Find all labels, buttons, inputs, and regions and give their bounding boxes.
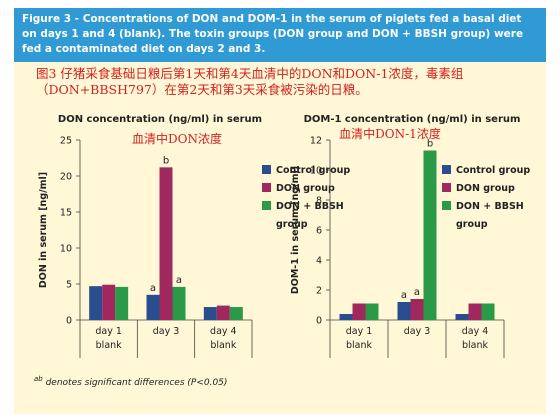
y-tick-label: 8 — [316, 196, 322, 207]
category-label: day 1 — [95, 326, 122, 337]
bar — [468, 303, 482, 320]
category-label: day 1 — [346, 326, 373, 337]
significance-label: a — [414, 287, 420, 298]
caption-bar: Figure 3 - Concentrations of DON and DOM… — [14, 8, 546, 62]
y-tick-label: 6 — [316, 226, 322, 237]
chart-2: DOM-1 concentration (ng/ml) in serum血清中D… — [290, 114, 530, 358]
bar — [216, 305, 230, 320]
figure-frame: Figure 3 - Concentrations of DON and DOM… — [14, 8, 546, 414]
y-tick-label: 2 — [316, 286, 322, 297]
y-tick-label: 25 — [60, 136, 72, 147]
figure-caption: Figure 3 - Concentrations of DON and DOM… — [22, 13, 524, 55]
legend-swatch — [262, 201, 271, 210]
bar — [455, 314, 469, 320]
figure-caption-chinese: 图3 仔猪采食基础日粮后第1天和第4天血清中的DON和DON-1浓度，毒素组（D… — [36, 66, 464, 97]
category-label: day 3 — [153, 326, 180, 337]
bar — [481, 303, 495, 320]
legend-swatch — [442, 183, 451, 192]
bar — [102, 284, 116, 320]
bar — [365, 303, 379, 320]
chart-title: DOM-1 concentration (ng/ml) in serum — [304, 114, 521, 125]
bar — [159, 167, 173, 320]
bar — [352, 303, 366, 320]
legend-label: Control group — [276, 165, 350, 176]
legend-label: DON group — [276, 183, 335, 194]
legend-swatch — [262, 183, 271, 192]
legend-swatch — [442, 165, 451, 174]
chart-title: DON concentration (ng/ml) in serum — [58, 114, 262, 125]
y-tick-label: 20 — [60, 172, 72, 183]
y-tick-label: 5 — [66, 280, 72, 291]
significance-footnote: ab denotes significant differences (P<0.… — [34, 375, 227, 388]
legend-label: DON + BBSH — [456, 201, 524, 212]
legend-label: group — [456, 219, 488, 230]
bar — [146, 294, 160, 320]
y-tick-label: 0 — [66, 316, 72, 327]
significance-label: b — [163, 155, 169, 166]
bar — [115, 286, 129, 320]
chart-1: DON concentration (ng/ml) in serum 血清中DON… — [38, 114, 350, 358]
bar — [229, 307, 243, 320]
legend-swatch — [442, 201, 451, 210]
category-label: day 3 — [404, 326, 431, 337]
y-tick-label: 15 — [60, 208, 72, 219]
footnote-text: denotes significant differences (P<0.05) — [42, 378, 228, 388]
significance-label: b — [427, 139, 433, 150]
legend-swatch — [262, 165, 271, 174]
footnote-superscript: ab — [34, 375, 43, 383]
y-tick-label: 10 — [310, 166, 322, 177]
y-tick-label: 4 — [316, 256, 322, 267]
y-tick-label: 12 — [310, 136, 322, 147]
y-axis-label: DON in serum [ng/ml] — [38, 172, 49, 288]
chart-subtitle-cn: 血清中DON-1浓度 — [339, 126, 441, 141]
bar — [172, 286, 186, 320]
category-label: blank — [462, 340, 489, 351]
y-tick-label: 10 — [60, 244, 72, 255]
y-axis-label: DOM-1 in serum [ng/ml] — [290, 166, 301, 294]
y-tick-label: 0 — [316, 316, 322, 327]
category-label: blank — [96, 340, 123, 351]
bar — [423, 150, 437, 320]
category-label: blank — [346, 340, 373, 351]
legend-label: DON + BBSH — [276, 201, 344, 212]
bar — [339, 314, 353, 320]
significance-label: a — [176, 275, 182, 286]
chart-subtitle-cn: 血清中DON浓度 — [132, 131, 222, 146]
bar — [397, 302, 411, 320]
legend-label: DON group — [456, 183, 515, 194]
significance-label: a — [401, 290, 407, 301]
legend-label: Control group — [456, 165, 530, 176]
legend-label: group — [276, 219, 308, 230]
category-label: blank — [210, 340, 237, 351]
bar — [89, 286, 103, 320]
category-label: day 4 — [210, 326, 237, 337]
significance-label: a — [150, 283, 156, 294]
category-label: day 4 — [462, 326, 489, 337]
bar — [410, 299, 424, 320]
bar — [203, 307, 217, 320]
